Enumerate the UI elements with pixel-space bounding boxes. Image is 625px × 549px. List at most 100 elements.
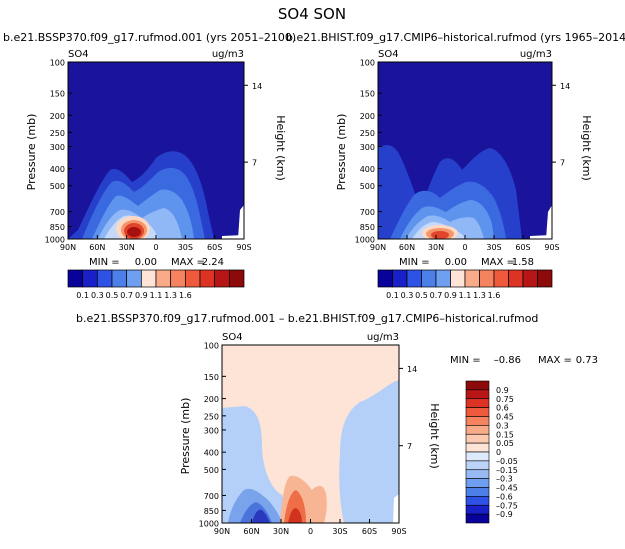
colorbar-label: 1.1 bbox=[150, 291, 163, 300]
colorbar-box bbox=[508, 269, 524, 288]
colorbar-box bbox=[377, 269, 393, 288]
colorbar-box bbox=[170, 269, 186, 288]
colorbar-label: 0.1 bbox=[76, 291, 89, 300]
y-tick-label: 100 bbox=[204, 342, 219, 351]
colorbar-box bbox=[111, 269, 128, 288]
field-band-5 bbox=[252, 509, 270, 523]
y-axis-right-label-top-left: Height (km) bbox=[274, 115, 287, 181]
max-label-top-left: MAX = bbox=[171, 257, 205, 268]
y-right-tick-label: 7 bbox=[560, 159, 565, 168]
y-tick-label: 850 bbox=[360, 223, 375, 232]
field-surface-mask bbox=[393, 494, 399, 523]
y-tick-label: 250 bbox=[50, 129, 65, 138]
colorbar-box bbox=[421, 269, 437, 288]
panel-top-left: b.e21.BSSP370.f09_g17.rufmod.001 (yrs 20… bbox=[3, 31, 296, 268]
colorbar-label: 0.3 bbox=[401, 291, 414, 300]
units-label-top-left: ug/m3 bbox=[212, 49, 244, 60]
x-tick-label: 30N bbox=[119, 243, 135, 252]
max-label-top-right: MAX = bbox=[481, 257, 515, 268]
panel-title-top-left: b.e21.BSSP370.f09_g17.rufmod.001 (yrs 20… bbox=[3, 31, 296, 44]
colorbar-box bbox=[465, 389, 490, 400]
field-band-2 bbox=[339, 380, 399, 523]
colorbar-label: 1.3 bbox=[473, 291, 486, 300]
y-axis-label-top-left: Pressure (mb) bbox=[25, 114, 38, 191]
y-tick-label: 700 bbox=[204, 492, 219, 501]
colorbar-box bbox=[199, 269, 216, 288]
x-tick-label: 60N bbox=[243, 527, 259, 536]
colorbar-box bbox=[184, 269, 201, 288]
contour-field-top-left bbox=[68, 62, 244, 239]
x-tick-label: 30S bbox=[178, 243, 193, 252]
x-tick-label: 60S bbox=[362, 527, 377, 536]
units-label-bottom: ug/m3 bbox=[367, 332, 399, 343]
y-right-tick-label: 14 bbox=[407, 365, 417, 374]
colorbar-box bbox=[155, 269, 172, 288]
colorbar-box bbox=[465, 451, 490, 462]
min-value-bottom: –0.86 bbox=[494, 355, 521, 366]
y-tick-label: 500 bbox=[204, 466, 219, 475]
colorbar-box bbox=[522, 269, 538, 288]
x-tick-label: 30S bbox=[486, 243, 501, 252]
field-surface-mask bbox=[546, 205, 552, 239]
colorbar-label: 0.5 bbox=[106, 291, 119, 300]
min-value-top-right: 0.00 bbox=[445, 257, 467, 268]
x-tick-label: 0 bbox=[153, 243, 158, 252]
field-band-1 bbox=[222, 406, 288, 523]
colorbar-bottom: 0.90.750.60.450.30.150.050–0.05–0.15–0.3… bbox=[465, 380, 518, 524]
min-label-top-left: MIN = bbox=[89, 257, 120, 268]
max-value-bottom: 0.73 bbox=[576, 355, 598, 366]
y-tick-label: 850 bbox=[50, 223, 65, 232]
contour-field-bottom bbox=[222, 345, 399, 523]
colorbar-box bbox=[392, 269, 408, 288]
y-tick-label: 200 bbox=[50, 112, 65, 121]
colorbar-box bbox=[465, 433, 490, 444]
x-tick-label: 90N bbox=[60, 243, 76, 252]
max-value-top-left: 2.24 bbox=[202, 257, 224, 268]
panel-top-right: b.e21.BHIST.f09_g17.CMIP6–historical.ruf… bbox=[286, 31, 625, 268]
colorbar-label: 0.45 bbox=[496, 413, 514, 422]
y-tick-label: 500 bbox=[50, 182, 65, 191]
colorbar-box bbox=[140, 269, 157, 288]
colorbar-box bbox=[465, 407, 490, 417]
colorbar-label: 0.7 bbox=[120, 291, 133, 300]
min-label-top-right: MIN = bbox=[399, 257, 430, 268]
y-right-tick-label: 7 bbox=[252, 159, 257, 168]
colorbar-box bbox=[465, 442, 490, 453]
y-tick-label: 1000 bbox=[199, 520, 219, 529]
y-tick-label: 100 bbox=[360, 59, 375, 68]
figure-title: SO4 SON bbox=[278, 5, 346, 23]
axis-ticks: 100 150 200 250 300 400 500 700 850 1000 14 7 90N 60N… bbox=[199, 342, 418, 537]
colorbar-label: 0.9 bbox=[444, 291, 457, 300]
x-tick-label: 90S bbox=[236, 243, 251, 252]
x-tick-label: 90S bbox=[544, 243, 559, 252]
x-tick-label: 0 bbox=[308, 527, 313, 536]
contour-field-top-right bbox=[378, 62, 552, 239]
y-tick-label: 300 bbox=[50, 143, 65, 152]
field-band-8 bbox=[288, 508, 302, 523]
colorbar-box bbox=[465, 513, 490, 524]
colorbar-box bbox=[479, 269, 495, 288]
colorbar-label: –0.75 bbox=[496, 501, 518, 510]
variable-label-bottom: SO4 bbox=[222, 332, 243, 343]
colorbar-box bbox=[214, 269, 230, 288]
y-tick-label: 100 bbox=[50, 59, 65, 68]
y-right-tick-label: 14 bbox=[252, 82, 262, 91]
colorbar-box bbox=[67, 269, 84, 288]
x-tick-label: 90N bbox=[370, 243, 386, 252]
colorbar-box bbox=[465, 398, 490, 408]
x-tick-label: 30N bbox=[273, 527, 289, 536]
x-tick-label: 0 bbox=[462, 243, 467, 252]
colorbar-box bbox=[126, 269, 142, 288]
colorbar-box bbox=[465, 460, 490, 471]
colorbar-top-left: 0.1 0.3 0.5 0.7 0.9 1.1 1.3 1.6 bbox=[67, 269, 245, 300]
y-axis-label-bottom: Pressure (mb) bbox=[179, 398, 192, 475]
colorbar-box bbox=[465, 496, 490, 506]
y-tick-label: 300 bbox=[204, 426, 219, 435]
x-tick-label: 60N bbox=[399, 243, 415, 252]
colorbar-label: –0.3 bbox=[496, 475, 513, 484]
y-tick-label: 850 bbox=[204, 507, 219, 516]
field-surface-mask bbox=[238, 205, 244, 239]
y-tick-label: 250 bbox=[204, 412, 219, 421]
y-tick-label: 200 bbox=[360, 112, 375, 121]
field-band-9 bbox=[127, 227, 141, 237]
